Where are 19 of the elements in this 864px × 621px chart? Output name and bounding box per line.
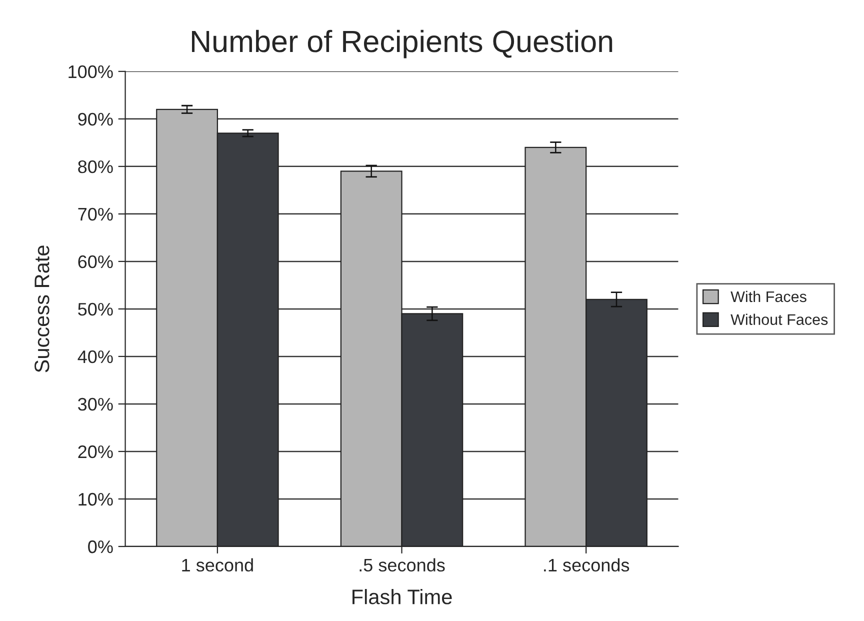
x-tick-label: .1 seconds: [544, 558, 630, 572]
y-tick-label: 80%: [78, 160, 113, 174]
x-tick-label: .5 seconds: [360, 558, 445, 572]
y-tick-label: 10%: [78, 492, 113, 506]
legend-label: With Faces: [730, 290, 806, 302]
y-tick-label: 50%: [78, 302, 113, 316]
y-axis-title: Success Rate: [34, 246, 50, 372]
y-tick-label: 70%: [78, 208, 113, 221]
y-tick-label: 40%: [78, 350, 113, 364]
y-tick-label: 100%: [68, 65, 113, 78]
y-tick-label: 0%: [88, 540, 113, 554]
y-tick-label: 30%: [78, 398, 113, 411]
x-tick-label: 1 second: [182, 558, 253, 572]
legend-label: Without Faces: [730, 314, 828, 325]
y-tick-label: 60%: [78, 255, 113, 268]
y-tick-label: 20%: [78, 445, 113, 458]
chart-title: Number of Recipients Question: [192, 30, 612, 58]
x-axis-title: Flash Time: [352, 589, 452, 604]
y-tick-label: 90%: [78, 112, 113, 126]
